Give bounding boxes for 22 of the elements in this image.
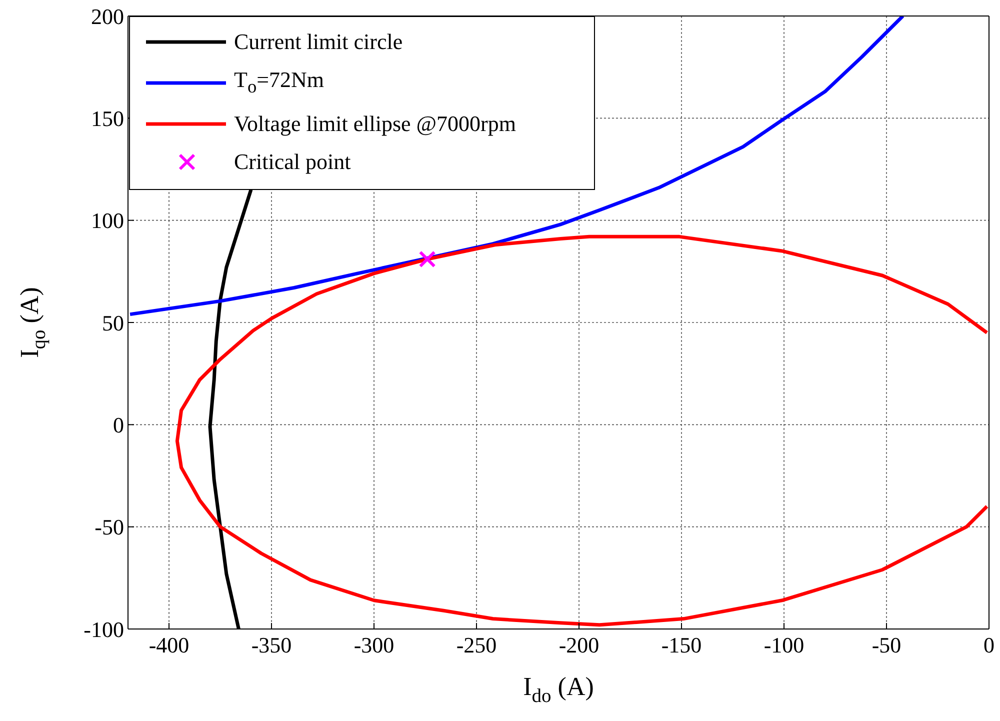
legend-label: Voltage limit ellipse @7000rpm: [234, 110, 516, 138]
x-tick-label: -150: [661, 632, 702, 658]
x-tick-label: -250: [456, 632, 497, 658]
line-series: [175, 234, 989, 627]
x-tick-label: -300: [354, 632, 394, 658]
x-tick-label: 0: [984, 632, 994, 658]
legend-label: T$_{o}$=72Nm: [234, 66, 324, 98]
x-tick-label: -50: [872, 632, 902, 658]
y-tick-label: 50: [102, 310, 124, 336]
x-tick-label: -200: [558, 632, 600, 658]
x-axis-title: I$_{do}$ (A): [523, 672, 594, 707]
y-tick-label: -50: [94, 514, 124, 540]
legend-label: Current limit circle: [234, 28, 403, 56]
y-tick-label: 0: [113, 412, 124, 438]
y-tick-label: 200: [91, 4, 124, 29]
legend-label: Critical point: [234, 148, 351, 176]
y-tick-label: 150: [91, 106, 124, 131]
x-tick-label: -100: [764, 632, 804, 658]
y-tick-label: 100: [91, 208, 124, 234]
x-tick-label: -350: [251, 632, 292, 658]
x-tick-label: -400: [148, 632, 190, 658]
y-tick-label: -100: [84, 616, 124, 642]
